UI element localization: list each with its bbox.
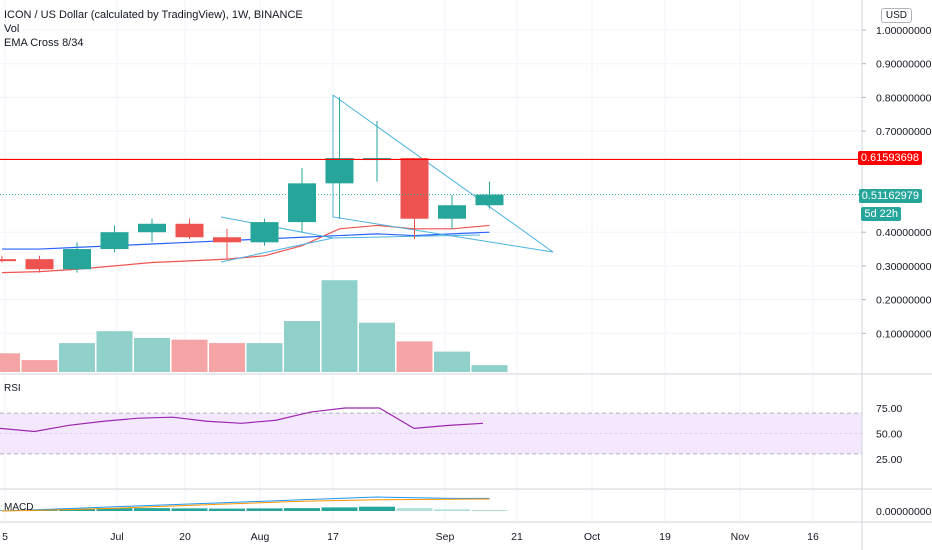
candle-body [288,183,316,223]
candle-body [175,223,204,238]
currency-button[interactable]: USD [880,8,912,23]
candle-body [475,194,504,206]
time-tick-label: 20 [179,531,191,543]
price-tick-label: 0.40000000 [876,227,932,239]
time-tick-label: Oct [584,531,600,543]
bar-timer-tag: 5d 22h [861,207,901,221]
time-tick-label: Sep [436,531,455,543]
macd-histogram-bar [209,508,245,511]
time-tick-label: 5 [2,531,8,543]
time-tick-label: 19 [659,531,671,543]
macd-histogram-bar [246,508,283,511]
grid [0,0,862,522]
candle-body [213,237,241,243]
volume-bar [359,322,395,372]
volume-bar [321,280,358,372]
macd-histogram-bar [59,508,95,511]
macd-histogram-bar [284,508,320,511]
macd-histogram-bar [359,506,395,511]
rsi-tick-label: 25.00 [876,454,902,466]
ema-indicator-label[interactable]: EMA Cross 8/34 [4,37,84,49]
volume-bar [434,351,470,372]
time-tick-label: 21 [511,531,523,543]
rsi-tick-label: 50.00 [876,429,902,441]
candle-body [325,158,354,184]
price-tick-label: 0.10000000 [876,328,932,340]
volume-bar [134,338,170,372]
rsi-tick-label: 75.00 [876,403,902,415]
volume-bar [21,360,58,372]
macd-histogram-bar [171,508,208,511]
macd-histogram-bar [134,508,170,511]
horizontal-levels [0,158,862,196]
macd-histogram-bar [434,509,470,511]
time-tick-label: Jul [110,531,123,543]
time-tick-label: Nov [731,531,750,543]
symbol-legend[interactable]: ICON / US Dollar (calculated by TradingV… [4,8,303,50]
macd-histogram-bar [321,507,358,511]
symbol-title[interactable]: ICON / US Dollar (calculated by TradingV… [4,9,303,21]
rsi-line [0,407,484,433]
ema-slow-line [2,231,490,250]
candle-body [25,259,54,270]
last-price-tag: 0.51162979 [858,189,922,203]
volume-bar [171,339,208,372]
macd-histogram-bar [396,508,433,511]
volume-bar [471,365,508,372]
candle-body [250,222,279,243]
candle-body [63,249,91,270]
price-tick-label: 0.30000000 [876,261,932,273]
rsi-label[interactable]: RSI [4,383,21,394]
macd-histogram-bar [471,510,508,511]
volume-bar [96,331,133,372]
candle-body [400,158,429,219]
time-tick-label: 17 [327,531,339,543]
volume-bar [209,343,245,372]
volume-bar [246,343,283,372]
price-tick-label: 1.00000000 [876,25,932,37]
time-tick-label: 16 [807,531,819,543]
macd-tick-label: 0.00000000 [876,506,932,518]
macd-histogram-bar [96,508,133,511]
price-tick-label: 0.70000000 [876,126,932,138]
price-tick-label: 0.20000000 [876,295,932,307]
vol-indicator-label[interactable]: Vol [4,23,20,35]
candle-body [100,232,129,250]
volume-bar [0,353,20,372]
macd-pane: 0.00000000 [0,496,932,518]
price-tick-label: 0.80000000 [876,92,932,104]
trendline [332,234,481,239]
candle-body [138,223,166,233]
time-tick-label: Aug [251,531,270,543]
price-tick-label: 0.90000000 [876,59,932,71]
candles [0,97,504,273]
macd-line [1,496,490,512]
volume-bar [284,321,320,372]
volume-bar [59,343,95,372]
macd-signal-line [1,498,490,512]
volume-bar [396,341,433,372]
macd-label[interactable]: MACD [4,502,34,513]
candle-body [438,205,466,219]
volume-bars [0,280,508,372]
candle-body [0,259,16,262]
triangle-drawing [332,94,554,253]
rsi-pane: 75.00 50.00 25.00 [0,403,902,466]
resistance-price-tag: 0.61593698 [857,151,922,165]
